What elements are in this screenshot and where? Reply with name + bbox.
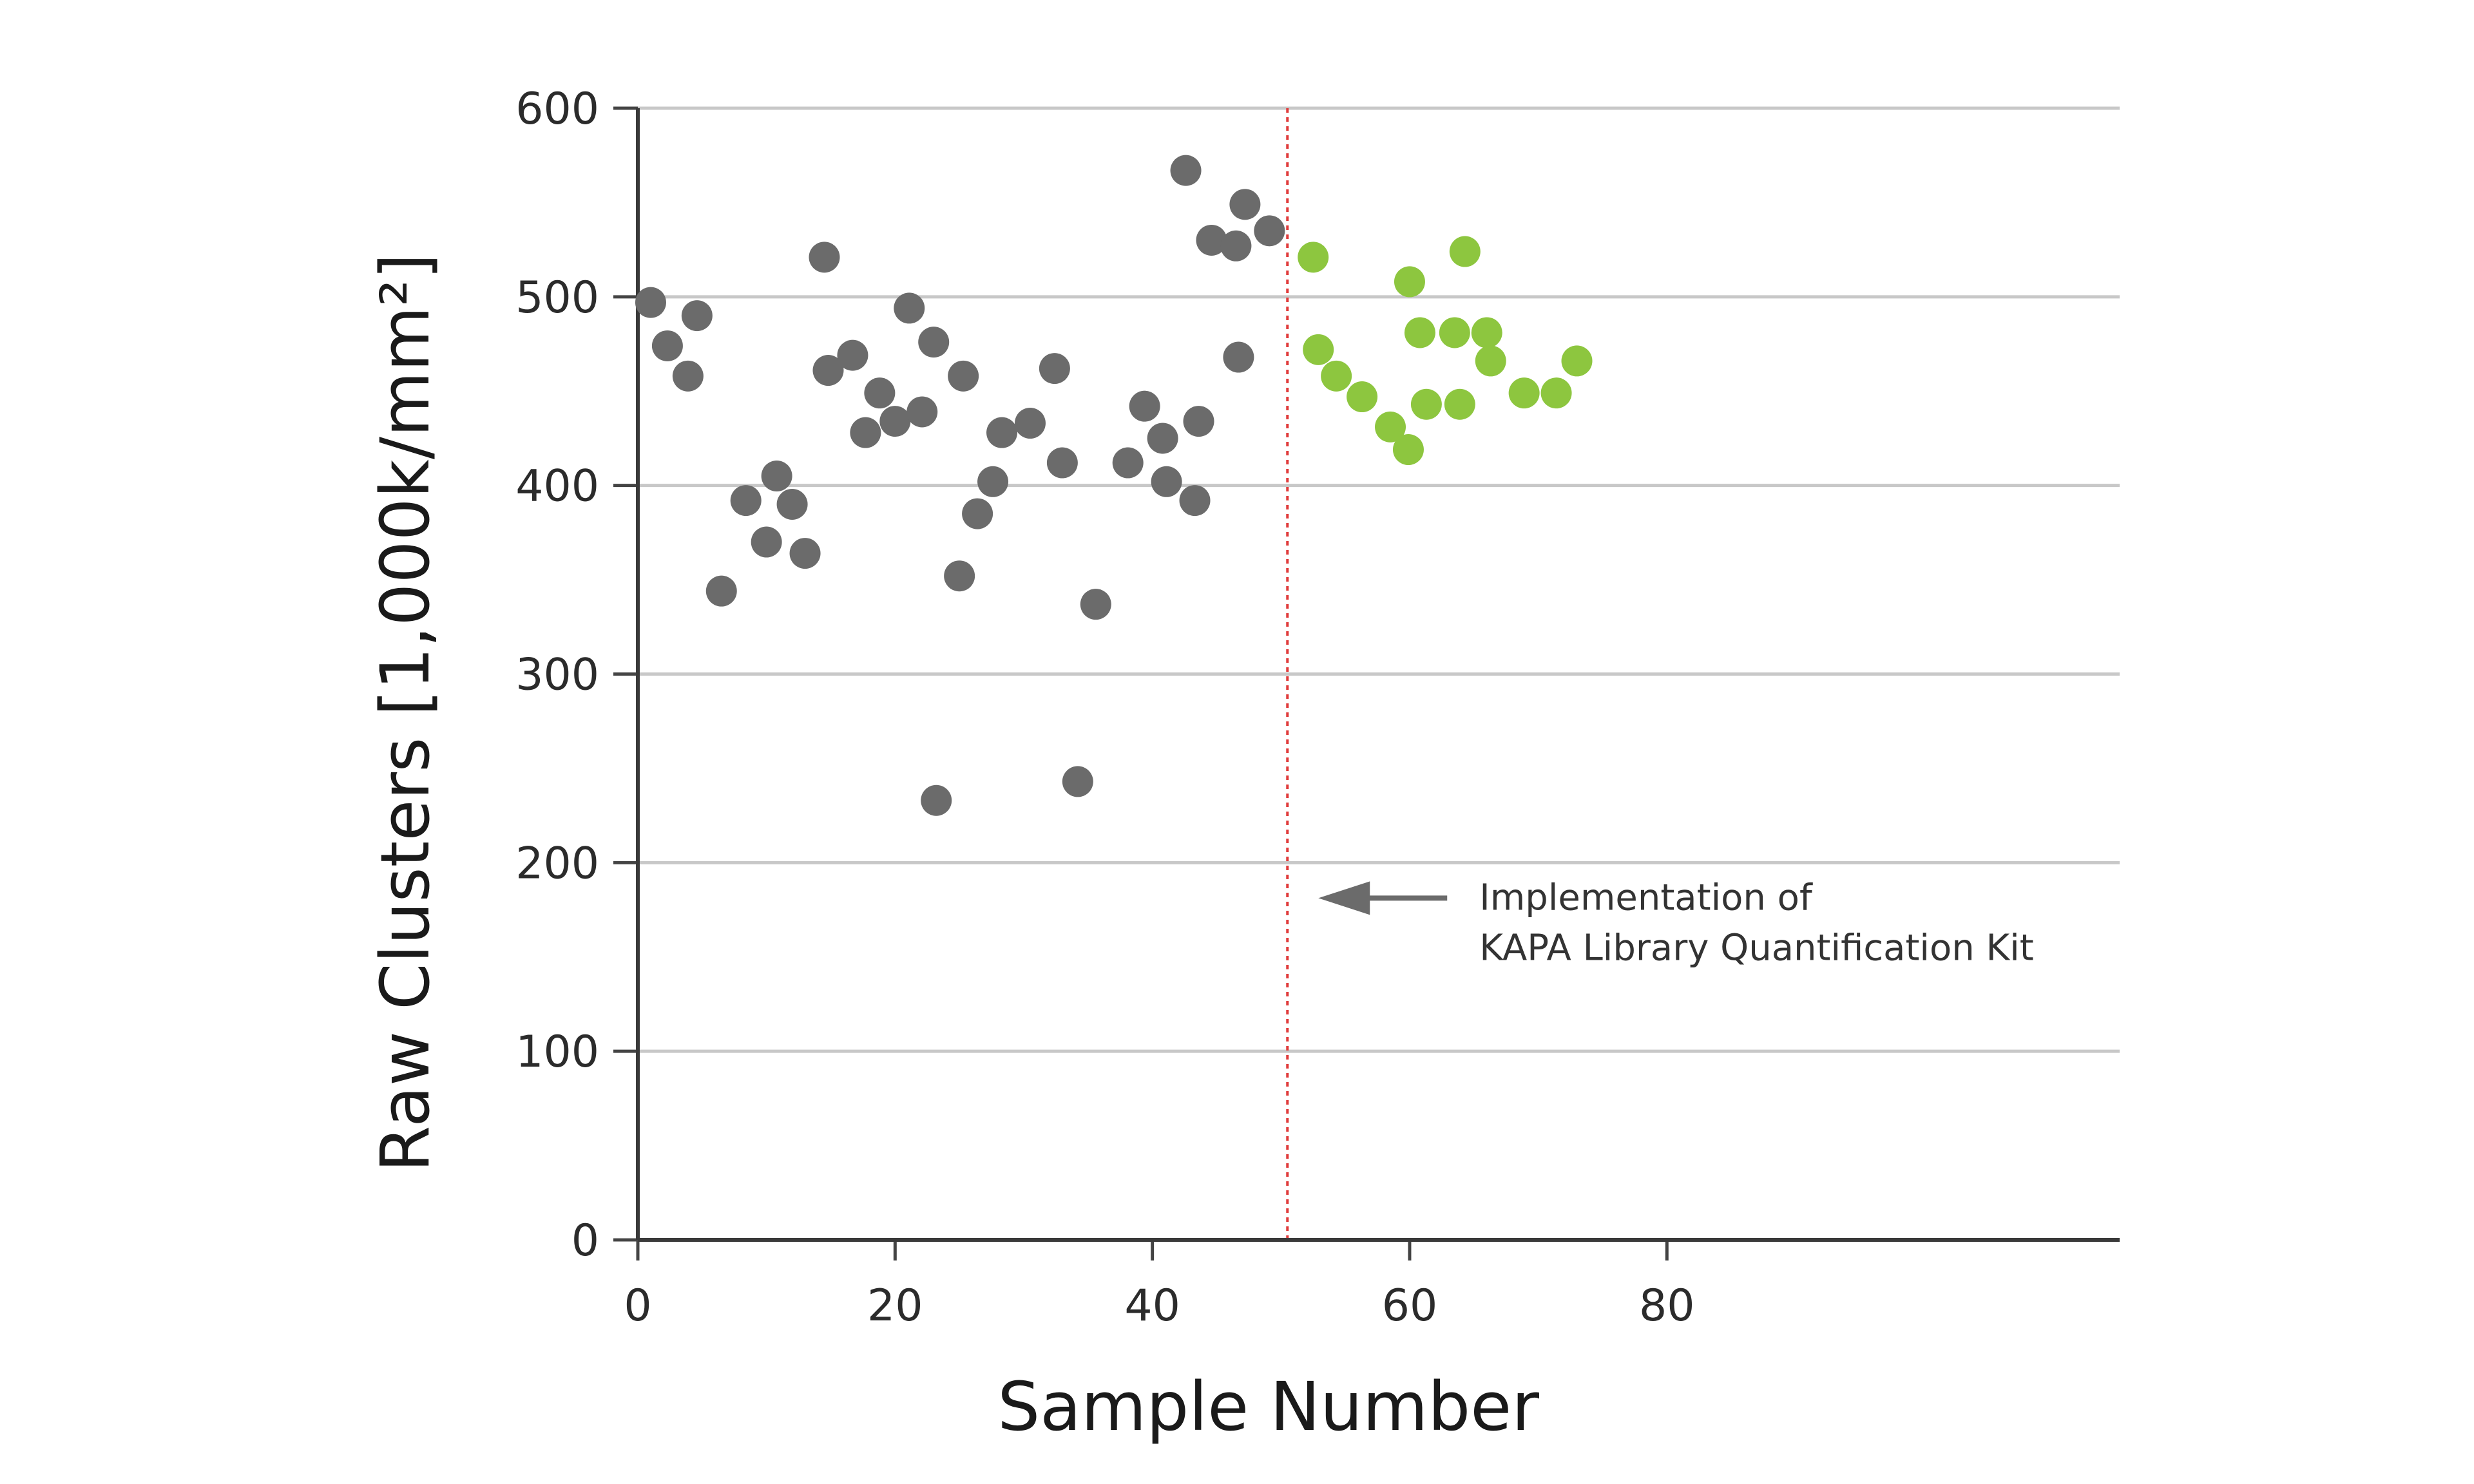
y-tick-label-400: 400 — [515, 461, 599, 512]
data-point-series1-9 — [1439, 317, 1470, 348]
y-tick-label-600: 600 — [515, 84, 599, 135]
gridlines — [613, 106, 2120, 1260]
data-point-series0-0 — [635, 287, 666, 318]
data-point-series0-27 — [1046, 447, 1078, 479]
data-point-series0-23 — [977, 466, 1009, 497]
data-point-series0-30 — [1112, 447, 1144, 479]
data-point-series0-38 — [1220, 230, 1252, 262]
data-point-series0-2 — [672, 360, 704, 392]
data-point-series1-15 — [1540, 377, 1572, 409]
data-point-series0-41 — [1254, 215, 1285, 247]
data-point-series1-4 — [1375, 411, 1406, 442]
x-tick-labels: 0 20 40 60 80 — [624, 1280, 1694, 1331]
data-point-series1-13 — [1475, 345, 1506, 377]
data-point-series0-29 — [1080, 589, 1111, 620]
data-point-series0-16 — [894, 292, 925, 324]
data-point-series1-1 — [1303, 334, 1334, 365]
data-point-series0-1 — [651, 330, 683, 361]
data-point-series1-3 — [1347, 381, 1378, 413]
data-point-series1-12 — [1471, 317, 1502, 348]
data-point-series0-37 — [1196, 224, 1227, 256]
data-point-series0-8 — [776, 488, 808, 520]
data-point-series0-15 — [879, 406, 911, 437]
annotation: Implementation of KAPA Library Quantific… — [1318, 877, 2034, 969]
data-point-series0-18 — [918, 327, 950, 358]
data-point-series0-21 — [948, 360, 979, 392]
data-point-series0-5 — [730, 485, 762, 517]
data-point-series0-34 — [1170, 155, 1202, 186]
data-point-series0-36 — [1183, 406, 1214, 437]
data-point-series0-39 — [1223, 341, 1254, 373]
data-point-series1-16 — [1561, 345, 1593, 377]
data-point-series0-19 — [921, 785, 952, 816]
y-tick-label-100: 100 — [515, 1027, 599, 1078]
x-tick-label-20: 20 — [867, 1280, 923, 1331]
data-point-series0-7 — [761, 461, 792, 492]
data-point-series0-12 — [837, 339, 868, 371]
data-point-series0-33 — [1151, 466, 1182, 497]
data-point-series1-2 — [1321, 360, 1352, 392]
data-point-series0-6 — [751, 526, 782, 558]
data-point-series0-40 — [1229, 189, 1261, 220]
data-point-series0-3 — [681, 300, 713, 332]
data-point-series1-11 — [1449, 236, 1481, 267]
annotation-arrow-head — [1318, 881, 1370, 915]
data-point-series0-35 — [1179, 485, 1211, 517]
data-point-series1-14 — [1508, 377, 1540, 409]
data-point-series0-17 — [906, 396, 938, 428]
data-point-series0-32 — [1147, 423, 1178, 454]
annotation-line-2: KAPA Library Quantification Kit — [1479, 927, 2034, 969]
data-point-series1-7 — [1404, 317, 1435, 348]
y-tick-label-300: 300 — [515, 650, 599, 701]
data-point-series0-22 — [962, 498, 993, 529]
data-points — [635, 155, 1593, 816]
x-tick-label-0: 0 — [624, 1280, 651, 1331]
y-tick-label-0: 0 — [571, 1215, 599, 1266]
y-axis-title: Raw Clusters [1,000k/mm²] — [366, 253, 445, 1172]
data-point-series1-8 — [1410, 388, 1442, 420]
data-point-series0-14 — [864, 377, 896, 409]
data-point-series1-5 — [1392, 434, 1424, 466]
data-point-series0-31 — [1129, 390, 1160, 422]
data-point-series0-9 — [789, 538, 821, 569]
x-tick-label-40: 40 — [1124, 1280, 1180, 1331]
y-tick-label-500: 500 — [515, 272, 599, 323]
data-point-series0-20 — [944, 560, 975, 592]
annotation-line-1: Implementation of — [1479, 877, 1813, 918]
data-point-series1-0 — [1298, 242, 1329, 273]
data-point-series0-4 — [705, 575, 737, 607]
y-tick-labels: 0 100 200 300 400 500 600 — [515, 84, 599, 1266]
y-tick-label-200: 200 — [515, 838, 599, 889]
data-point-series0-26 — [1039, 353, 1070, 385]
data-point-series0-24 — [986, 417, 1018, 448]
data-point-series0-25 — [1014, 408, 1046, 439]
data-point-series1-6 — [1394, 266, 1425, 298]
data-point-series0-10 — [809, 242, 840, 273]
data-point-series0-28 — [1062, 766, 1093, 797]
x-tick-label-80: 80 — [1639, 1280, 1695, 1331]
x-axis-title: Sample Number — [997, 1367, 1539, 1446]
data-point-series0-11 — [812, 355, 844, 386]
data-point-series0-13 — [850, 417, 881, 448]
x-tick-label-60: 60 — [1382, 1280, 1438, 1331]
data-point-series1-10 — [1444, 388, 1475, 420]
